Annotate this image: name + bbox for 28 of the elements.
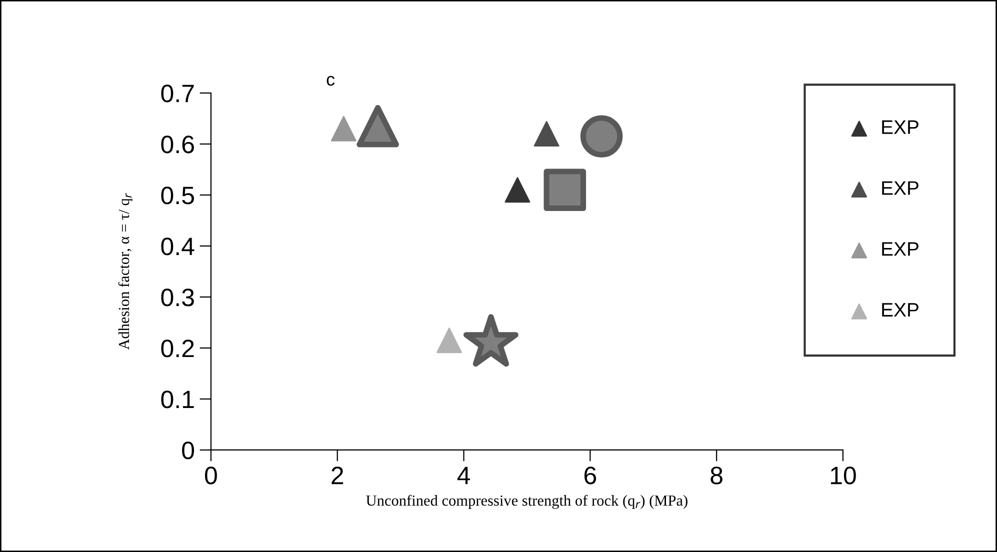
x-tick-label: 0: [204, 466, 217, 484]
x-tick-label: 4: [457, 466, 470, 484]
x-tick-label: 8: [710, 466, 722, 484]
y-tick-label: 0.2: [161, 340, 194, 358]
legend-label: EXP: [882, 181, 918, 195]
x-axis-title: Unconfined compressive strength of rock (q$_{r}$) (MPa): [366, 494, 688, 509]
point: [330, 116, 356, 142]
legend-label: EXP: [882, 120, 918, 134]
legend-label: EXP: [882, 242, 918, 256]
y-tick-label: 0.4: [161, 238, 194, 256]
point: [436, 328, 462, 354]
point: [504, 177, 530, 203]
legend-label: EXP: [882, 303, 918, 317]
x-tick-label: 2: [332, 466, 344, 484]
y-tick-label: 0.7: [161, 84, 194, 102]
x-tick-label: 6: [584, 466, 596, 484]
y-tick-label: 0.5: [161, 186, 194, 204]
y-tick-label: 0.6: [161, 136, 194, 154]
y-tick-label: 0: [182, 442, 194, 460]
point: [356, 105, 399, 148]
y-tick-label: 0.3: [161, 288, 194, 306]
text: c: [326, 76, 335, 86]
y-axis-title: Adhesion factor, α = τ/ q$_{r}$: [118, 193, 132, 350]
point: [544, 168, 586, 212]
point: [534, 121, 560, 147]
y-tick-label: 0.1: [161, 390, 194, 408]
point: [580, 115, 623, 158]
x-tick-label: 10: [830, 466, 856, 484]
